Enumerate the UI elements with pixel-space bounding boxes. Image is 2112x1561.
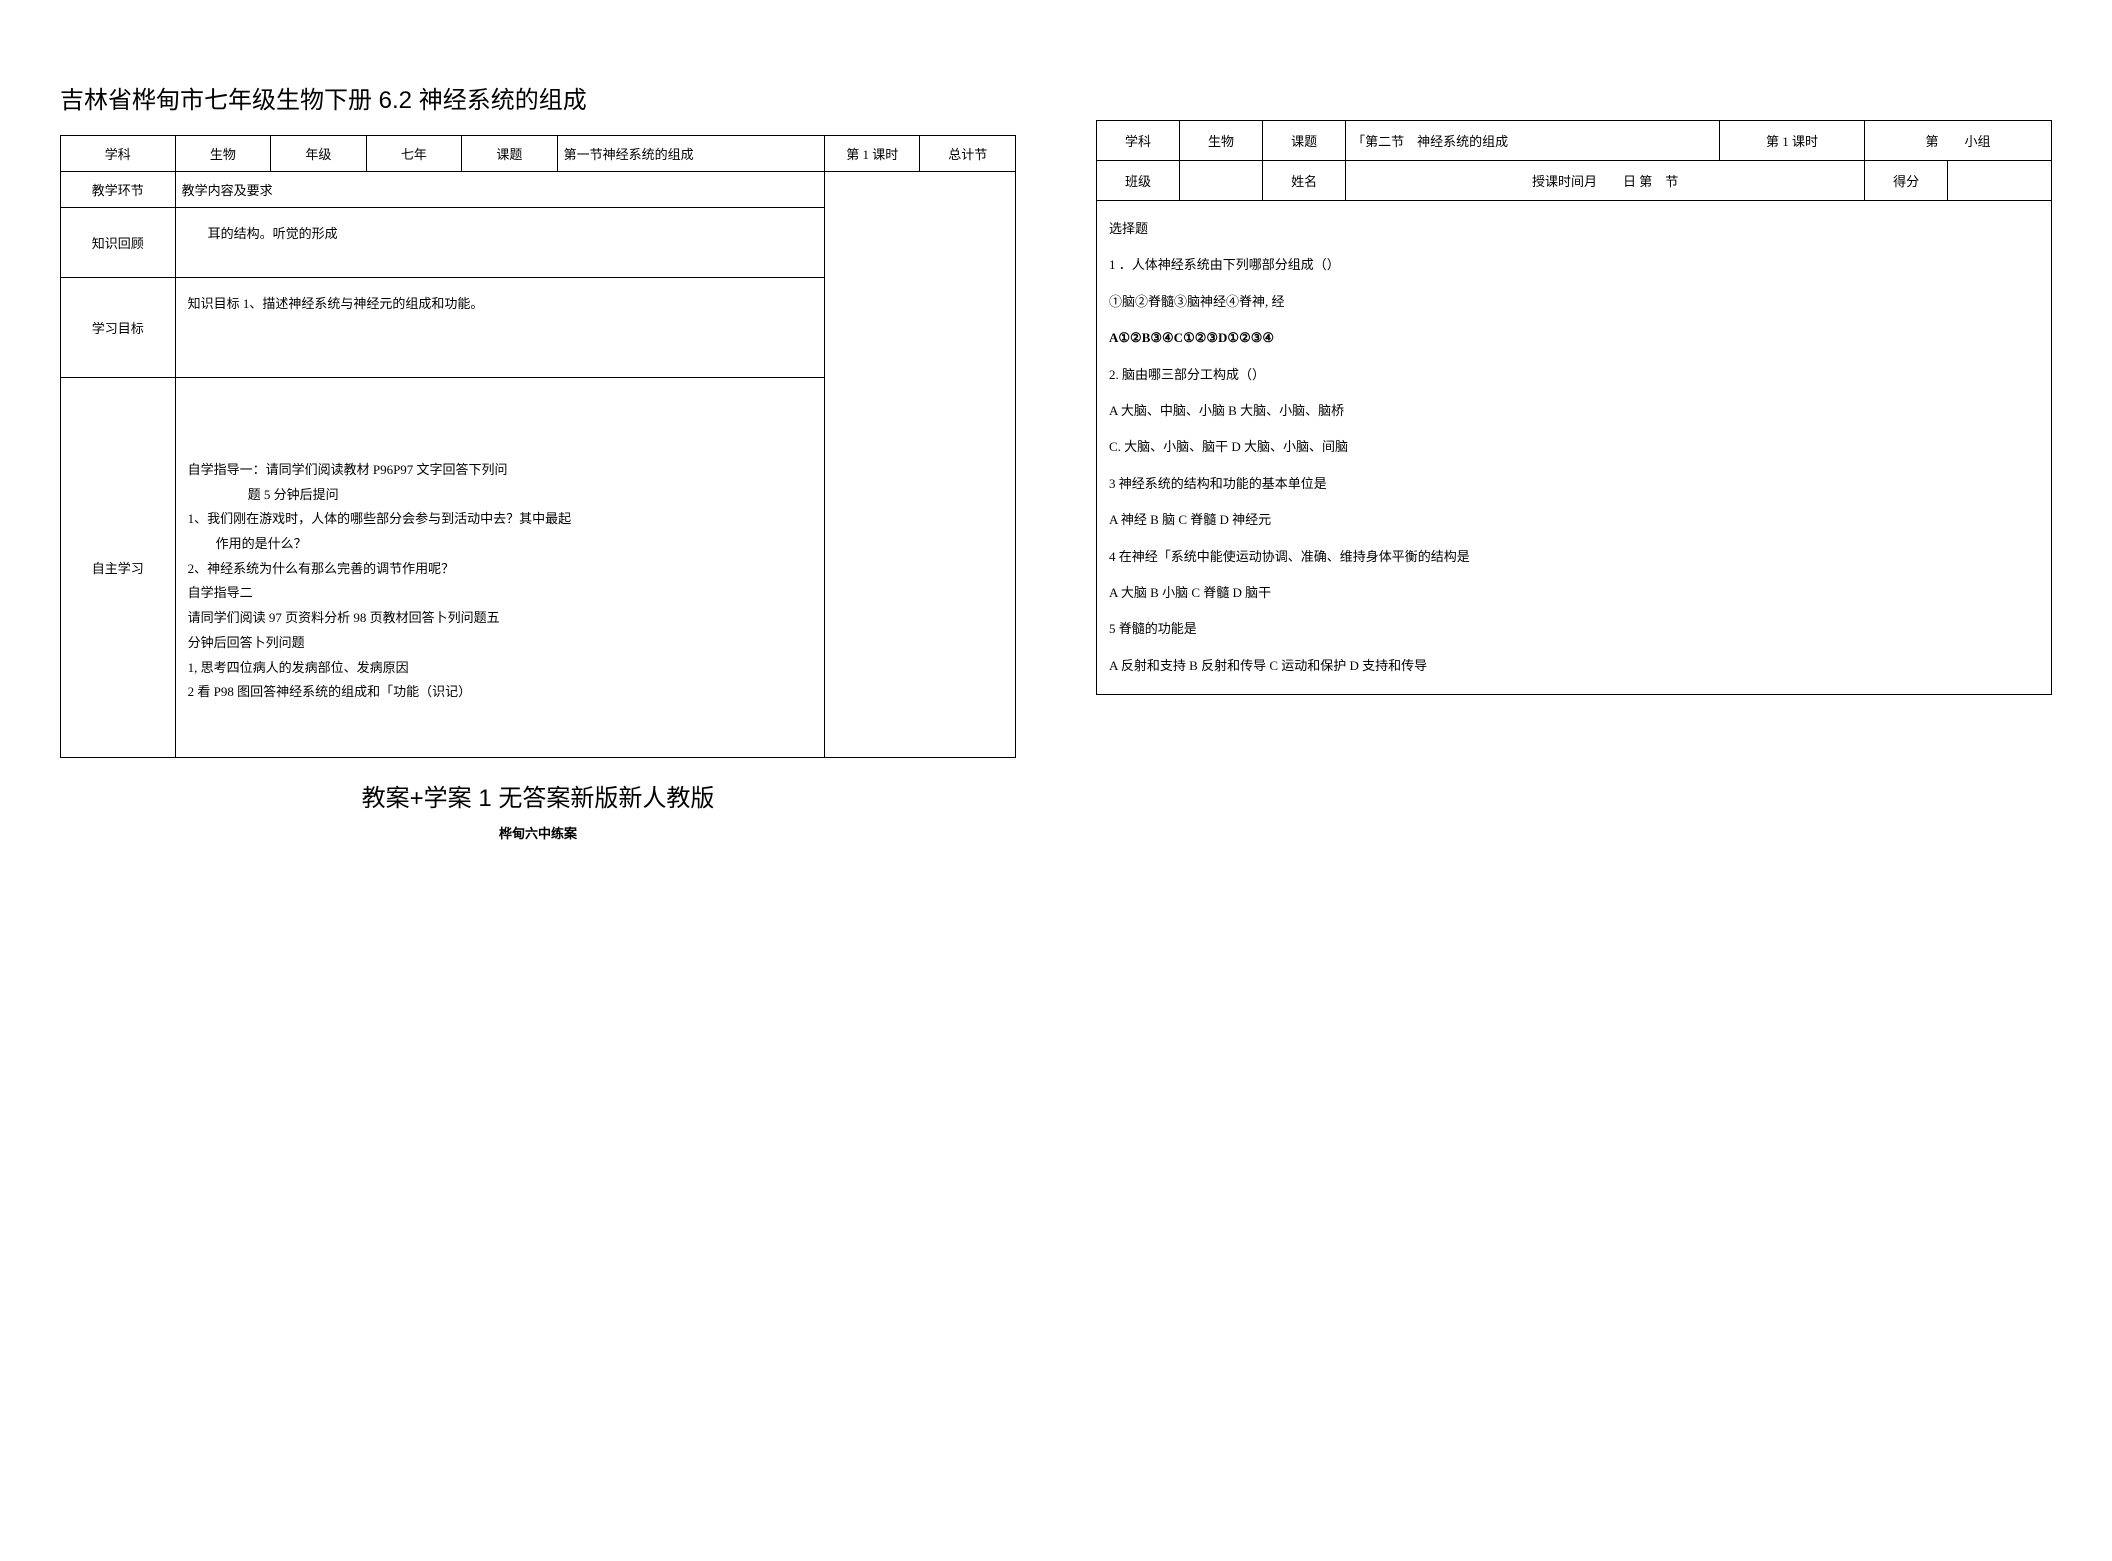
r-period: 第 1 课时: [1719, 121, 1864, 161]
topic-label: 课题: [462, 136, 558, 172]
goal-content: 知识目标 1、描述神经系统与神经元的组成和功能。: [175, 278, 824, 378]
self-line-6: 自学指导二: [188, 581, 812, 606]
q4: 4 在神经「系统中能使运动协调、准确、维持身体平衡的结构是: [1109, 539, 2039, 575]
r-class-label: 班级: [1097, 161, 1180, 201]
q2-ab: A 大脑、中脑、小脑 B 大脑、小脑、脑桥: [1109, 393, 2039, 429]
quiz-section: 选择题 1 ．人体神经系统由下列哪部分组成（） ①脑②脊髓③脑神经④脊神, 经 …: [1096, 201, 2052, 695]
goal-text: 知识目标 1、描述神经系统与神经元的组成和功能。: [188, 296, 484, 311]
q1-answer-line: A①②B③④C①②③D①②③④: [1109, 320, 2039, 356]
review-label: 知识回顾: [61, 208, 176, 278]
r-name-label: 姓名: [1263, 161, 1346, 201]
review-text: 耳的结构。听觉的形成: [188, 226, 338, 241]
q1: 1 ．人体神经系统由下列哪部分组成（）: [1109, 247, 2039, 283]
r-topic-label: 课题: [1263, 121, 1346, 161]
section-label: 教学环节: [61, 172, 176, 208]
page-subtitle-small: 桦甸六中练案: [60, 823, 1016, 842]
q5: 5 脊髓的功能是: [1109, 611, 2039, 647]
page-title: 吉林省桦甸市七年级生物下册 6.2 神经系统的组成: [60, 80, 1016, 115]
goal-label: 学习目标: [61, 278, 176, 378]
notes-column: [824, 172, 1015, 758]
right-page: 学科 生物 课题 「第二节 神经系统的组成 第 1 课时 第 小组 班级 姓名 …: [1096, 80, 2052, 842]
self-line-7: 请同学们阅读 97 页资料分析 98 页教材回答卜列问题五: [188, 606, 812, 631]
grade-label: 年级: [271, 136, 367, 172]
q3: 3 神经系统的结构和功能的基本单位是: [1109, 466, 2039, 502]
r-topic: 「第二节 神经系统的组成: [1346, 121, 1720, 161]
self-line-8: 分钟后回答卜列问题: [188, 631, 812, 656]
subject-label: 学科: [61, 136, 176, 172]
r-teachtime: 授课时间月 日 第 节: [1346, 161, 1865, 201]
q5-options: A 反射和支持 B 反射和传导 C 运动和保护 D 支持和传导: [1109, 648, 2039, 684]
self-line-3: 1、我们刚在游戏时，人体的哪些部分会参与到活动中去？其中最起: [188, 507, 812, 532]
q1-options-line: ①脑②脊髓③脑神经④脊神, 经: [1109, 284, 2039, 320]
r-subject: 生物: [1180, 121, 1263, 161]
self-line-10: 2 看 P98 图回答神经系统的组成和「功能（识记）: [188, 680, 812, 705]
quiz-heading: 选择题: [1109, 211, 2039, 247]
q4-options: A 大脑 B 小脑 C 脊髓 D 脑干: [1109, 575, 2039, 611]
self-line-5: 2、神经系统为什么有那么完善的调节作用呢？: [188, 557, 812, 582]
page-subtitle: 教案+学案 1 无答案新版新人教版: [60, 778, 1016, 813]
self-line-2: 题 5 分钟后提问: [188, 483, 812, 508]
total-label: 总计节: [920, 136, 1016, 172]
period-label: 第 1 课时: [824, 136, 920, 172]
q2: 2. 脑由哪三部分工构成（）: [1109, 357, 2039, 393]
self-line-1: 自学指导一：请同学们阅读教材 P96P97 文字回答下列问: [188, 458, 812, 483]
grade-value: 七年: [366, 136, 462, 172]
r-group: 第 小组: [1865, 121, 2052, 161]
content-label: 教学内容及要求: [175, 172, 824, 208]
r-subject-label: 学科: [1097, 121, 1180, 161]
q2-cd: C. 大脑、小脑、脑干 D 大脑、小脑、间脑: [1109, 429, 2039, 465]
subject-value: 生物: [175, 136, 271, 172]
left-page: 吉林省桦甸市七年级生物下册 6.2 神经系统的组成 学科 生物 年级 七年 课题…: [60, 80, 1016, 842]
self-content: 自学指导一：请同学们阅读教材 P96P97 文字回答下列问 题 5 分钟后提问 …: [175, 378, 824, 758]
self-label: 自主学习: [61, 378, 176, 758]
r-score-label: 得分: [1865, 161, 1948, 201]
self-line-4: 作用的是什么？: [188, 532, 812, 557]
r-class-value: [1180, 161, 1263, 201]
q3-options: A 神经 B 脑 C 脊髓 D 神经元: [1109, 502, 2039, 538]
lesson-plan-table: 学科 生物 年级 七年 课题 第一节神经系统的组成 第 1 课时 总计节 教学环…: [60, 135, 1016, 758]
topic-value: 第一节神经系统的组成: [557, 136, 824, 172]
self-line-9: 1, 思考四位病人的发病部位、发病原因: [188, 656, 812, 681]
worksheet-header-table: 学科 生物 课题 「第二节 神经系统的组成 第 1 课时 第 小组 班级 姓名 …: [1096, 120, 2052, 201]
r-score-value: [1948, 161, 2052, 201]
review-content: 耳的结构。听觉的形成: [175, 208, 824, 278]
